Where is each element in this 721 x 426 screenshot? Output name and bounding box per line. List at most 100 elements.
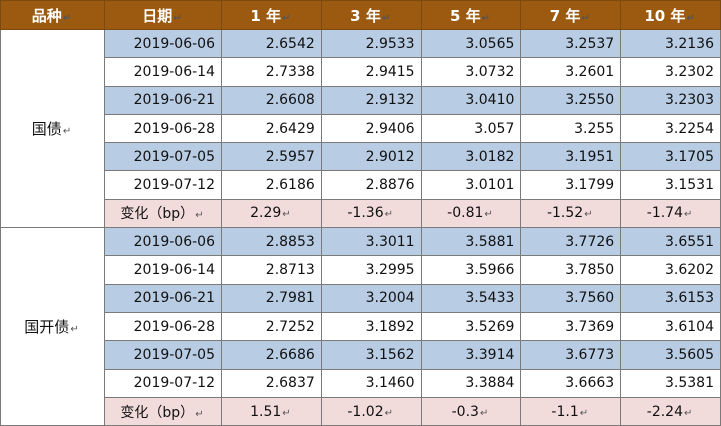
yield-cell: 2.8876 bbox=[320, 170, 422, 200]
yield-cell: 2.5957 bbox=[221, 142, 322, 172]
yield-cell: 3.6551 bbox=[620, 227, 721, 257]
date-cell: 2019-06-21 bbox=[104, 85, 222, 115]
yield-cell: 3.2004 bbox=[320, 283, 422, 313]
yield-cell: 3.0182 bbox=[420, 142, 522, 172]
yield-cell: 2.6686 bbox=[221, 340, 322, 370]
yield-cell: 2.7338 bbox=[221, 57, 322, 87]
change-label: 变化（bp）↵ bbox=[104, 198, 222, 229]
variety-cell: 国债↵ bbox=[0, 28, 105, 229]
yield-cell: 3.057 bbox=[420, 113, 522, 144]
header-7y: 7 年↵ bbox=[520, 0, 622, 30]
yield-cell: 2.8853 bbox=[221, 227, 322, 257]
yield-cell: 3.6773 bbox=[520, 340, 622, 370]
yield-cell: 3.2302 bbox=[620, 57, 721, 87]
yield-cell: 3.2995 bbox=[320, 255, 422, 285]
yield-cell: 2.7252 bbox=[221, 311, 322, 342]
yield-cell: 3.2537 bbox=[520, 28, 622, 59]
change-cell: 2.29↵ bbox=[221, 198, 322, 229]
yield-cell: 3.7369 bbox=[520, 311, 622, 342]
date-cell: 2019-06-28 bbox=[104, 311, 222, 342]
date-cell: 2019-07-12 bbox=[104, 368, 222, 398]
header-variety: 品种↵ bbox=[0, 0, 105, 30]
yield-cell: 2.6837 bbox=[221, 368, 322, 398]
variety-cell: 国开债↵ bbox=[0, 227, 105, 426]
date-cell: 2019-06-06 bbox=[104, 227, 222, 257]
change-cell: -1.1↵ bbox=[520, 396, 622, 426]
yield-cell: 3.5966 bbox=[420, 255, 522, 285]
change-cell: -1.36↵ bbox=[320, 198, 422, 229]
yield-cell: 2.6186 bbox=[221, 170, 322, 200]
yield-cell: 3.6153 bbox=[620, 283, 721, 313]
yield-cell: 2.7981 bbox=[221, 283, 322, 313]
header-1y: 1 年↵ bbox=[221, 0, 322, 30]
date-cell: 2019-06-06 bbox=[104, 28, 222, 59]
yield-cell: 3.3884 bbox=[420, 368, 522, 398]
yield-cell: 3.6663 bbox=[520, 368, 622, 398]
yield-cell: 3.5433 bbox=[420, 283, 522, 313]
header-5y: 5 年↵ bbox=[420, 0, 522, 30]
table-row: 2019-06-28 2.7252 3.1892 3.5269 3.7369 3.6104 bbox=[1, 311, 721, 342]
header-date: 日期↵ bbox=[104, 0, 222, 30]
yield-cell: 3.7850 bbox=[520, 255, 622, 285]
yield-cell: 2.9132 bbox=[320, 85, 422, 115]
yield-cell: 3.7726 bbox=[520, 227, 622, 257]
table-row: 2019-07-05 2.6686 3.1562 3.3914 3.6773 3.5605 bbox=[1, 340, 721, 370]
table-row: 国开债↵ 2019-06-06 2.8853 3.3011 3.5881 3.7726 3.… bbox=[0, 227, 721, 426]
yield-cell: 3.5605 bbox=[620, 340, 721, 370]
yield-cell: 3.0565 bbox=[420, 28, 522, 59]
yield-cell: 3.2303 bbox=[620, 85, 721, 115]
yield-cell: 3.255 bbox=[520, 113, 622, 144]
yield-cell: 3.6104 bbox=[620, 311, 721, 342]
yield-cell: 3.5269 bbox=[420, 311, 522, 342]
yield-cell: 2.6542 bbox=[221, 28, 322, 59]
yield-cell: 3.5381 bbox=[620, 368, 721, 398]
change-cell: -1.02↵ bbox=[320, 396, 422, 426]
change-cell: -0.3↵ bbox=[420, 396, 522, 426]
date-cell: 2019-06-28 bbox=[104, 113, 222, 144]
yield-cell: 2.9406 bbox=[320, 113, 422, 144]
yield-cell: 2.6608 bbox=[221, 85, 322, 115]
yield-cell: 3.0732 bbox=[420, 57, 522, 87]
yield-cell: 3.6202 bbox=[620, 255, 721, 285]
variety-label: 国开债 bbox=[24, 318, 70, 337]
yield-cell: 2.9012 bbox=[320, 142, 422, 172]
change-cell: 1.51↵ bbox=[221, 396, 322, 426]
yield-cell: 2.9415 bbox=[320, 57, 422, 87]
variety-label: 国债 bbox=[31, 120, 62, 139]
yield-cell: 2.9533 bbox=[320, 28, 422, 59]
yield-cell: 3.7560 bbox=[520, 283, 622, 313]
yield-cell: 3.1951 bbox=[520, 142, 622, 172]
table-row: 2019-06-28 2.6429 2.9406 3.057 3.255 3.2254 bbox=[1, 113, 721, 144]
table-row: 2019-06-21 2.7981 3.2004 3.5433 3.7560 3.6153 bbox=[1, 283, 721, 313]
table-row: 2019-07-12 2.6837 3.1460 3.3884 3.6663 3.5381 bbox=[1, 368, 721, 398]
yield-cell: 3.0101 bbox=[420, 170, 522, 200]
yield-cell: 3.5881 bbox=[420, 227, 522, 257]
yield-cell: 3.1531 bbox=[620, 170, 721, 200]
yield-cell: 3.2136 bbox=[620, 28, 721, 59]
yield-cell: 3.3011 bbox=[320, 227, 422, 257]
change-cell: -2.24↵ bbox=[620, 396, 721, 426]
yield-cell: 3.1892 bbox=[320, 311, 422, 342]
yield-cell: 3.3914 bbox=[420, 340, 522, 370]
change-label: 变化（bp）↵ bbox=[104, 396, 222, 426]
table-row: 2019-06-14 2.8713 3.2995 3.5966 3.7850 3.6202 bbox=[1, 255, 721, 285]
yield-cell: 2.8713 bbox=[221, 255, 322, 285]
header-row: 品种↵ 日期↵ 1 年↵ 3 年↵ 5 年↵ 7 年↵ 10 年↵ bbox=[0, 0, 721, 30]
yield-cell: 2.6429 bbox=[221, 113, 322, 144]
table-row: 国债↵ 2019-06-06 2.6542 2.9533 3.0565 3.2537 3.2… bbox=[0, 28, 721, 229]
table-row: 2019-07-05 2.5957 2.9012 3.0182 3.1951 3.1705 bbox=[1, 142, 721, 172]
header-3y: 3 年↵ bbox=[320, 0, 422, 30]
date-cell: 2019-06-21 bbox=[104, 283, 222, 313]
table-row: 2019-07-12 2.6186 2.8876 3.0101 3.1799 3.1531 bbox=[1, 170, 721, 200]
yield-cell: 3.2254 bbox=[620, 113, 721, 144]
change-cell: -1.52↵ bbox=[520, 198, 622, 229]
change-cell: -0.81↵ bbox=[420, 198, 522, 229]
table-row: 2019-06-14 2.7338 2.9415 3.0732 3.2601 3.2302 bbox=[1, 57, 721, 87]
change-row: 变化（bp）↵ 2.29↵ -1.36↵ -0.81↵ -1.52↵ -1.74↵ bbox=[1, 198, 721, 229]
header-10y: 10 年↵ bbox=[620, 0, 721, 30]
change-row: 变化（bp）↵ 1.51↵ -1.02↵ -0.3↵ -1.1↵ -2.24↵ bbox=[1, 396, 721, 426]
yield-cell: 3.2601 bbox=[520, 57, 622, 87]
table-body: 国债↵ 2019-06-06 2.6542 2.9533 3.0565 3.2537 3.2… bbox=[0, 28, 721, 426]
table-row: 2019-06-21 2.6608 2.9132 3.0410 3.2550 3.2303 bbox=[1, 85, 721, 115]
